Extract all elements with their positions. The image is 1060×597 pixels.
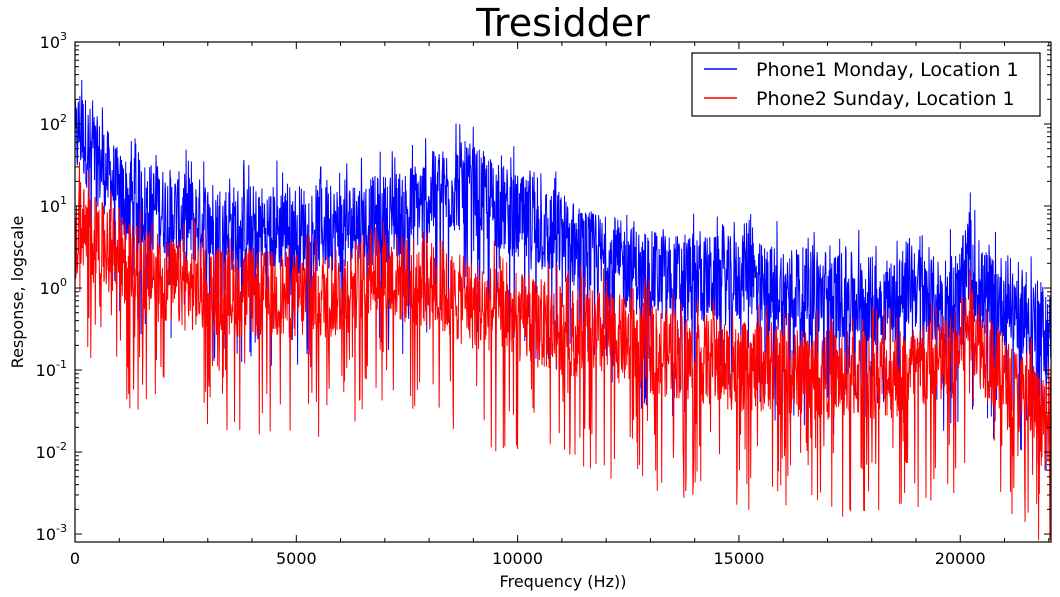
y-tick-label: 10-2 (36, 440, 67, 462)
series-layer (75, 80, 1051, 541)
y-tick-label: 10-3 (36, 522, 67, 544)
y-tick-label: 103 (40, 30, 67, 52)
x-tick-label: 20000 (935, 549, 986, 568)
legend-box (691, 52, 1041, 117)
y-tick-label: 101 (40, 194, 67, 216)
series-line-1 (75, 80, 1051, 472)
legend-label-phone1: Phone1 Monday, Location 1 (756, 59, 1019, 81)
x-axis: 0 5000 10000 15000 20000 (70, 42, 1050, 568)
chart-title: Tresidder (475, 1, 650, 45)
y-tick-label: 100 (40, 276, 67, 298)
y-axis: 10-3 10-2 10-1 100 101 102 103 (36, 30, 1051, 544)
y-tick-label: 10-1 (36, 358, 67, 380)
y-axis-label: Response, logscale (8, 216, 27, 369)
x-tick-label: 15000 (713, 549, 764, 568)
x-tick-label: 10000 (492, 549, 543, 568)
y-tick-label: 102 (40, 112, 67, 134)
series-line-2 (75, 161, 1051, 541)
legend: Phone1 Monday, Location 1 Phone2 Sunday,… (691, 52, 1041, 117)
legend-label-phone2: Phone2 Sunday, Location 1 (756, 88, 1015, 110)
x-axis-label: Frequency (Hz)) (500, 572, 627, 591)
plot-area (74, 41, 1052, 543)
x-tick-label: 5000 (276, 549, 317, 568)
x-tick-label: 0 (70, 549, 80, 568)
